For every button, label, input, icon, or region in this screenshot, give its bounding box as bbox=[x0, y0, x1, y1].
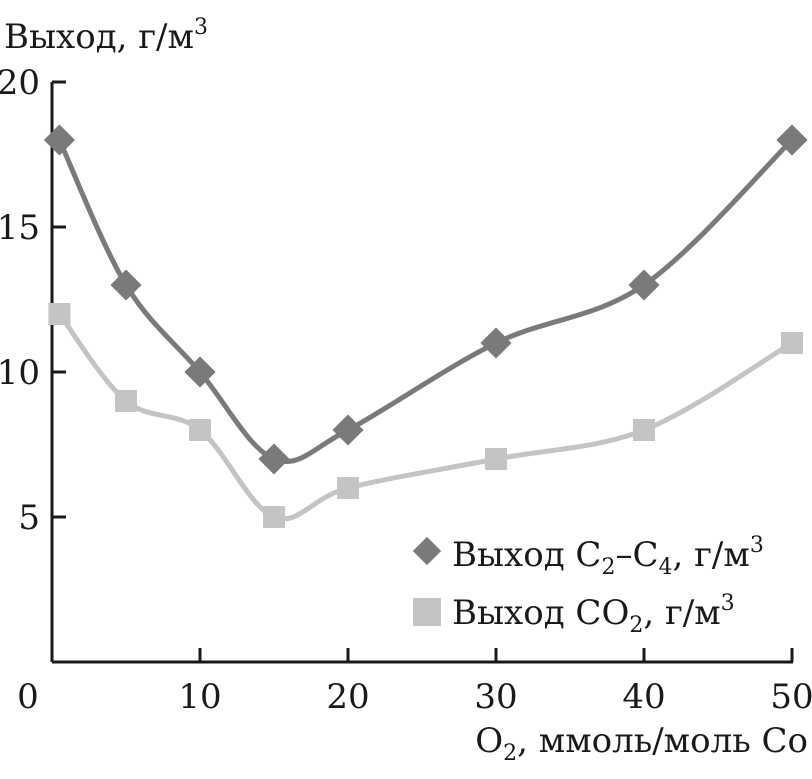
x-tick-label: 40 bbox=[622, 677, 665, 717]
x-axis-title: O2, ммоль/моль Co bbox=[475, 721, 808, 766]
axes: 5 10 15 20 0 10 20 30 40 50 bbox=[0, 63, 812, 717]
data-point-square bbox=[337, 477, 359, 499]
data-point-diamond bbox=[258, 443, 290, 475]
data-point-square bbox=[48, 303, 71, 325]
data-point-square bbox=[189, 419, 211, 441]
legend: Выход C2–C4, г/м3 Выход CO2, г/м3 bbox=[412, 533, 764, 638]
y-tick-label: 20 bbox=[0, 63, 40, 103]
x-tick-label: 0 bbox=[17, 677, 39, 717]
y-axis-title: Выход, г/м3 bbox=[4, 15, 208, 57]
series-layer bbox=[43, 124, 808, 528]
x-tick-label: 30 bbox=[474, 677, 517, 717]
legend-label-c2c4: Выход C2–C4, г/м3 bbox=[452, 533, 764, 580]
x-tick-label: 50 bbox=[770, 677, 812, 717]
data-point-diamond bbox=[628, 269, 660, 301]
data-point-square bbox=[485, 448, 507, 470]
data-point-square bbox=[263, 506, 285, 528]
legend-marker-square bbox=[413, 598, 441, 626]
legend-marker-diamond bbox=[412, 536, 442, 566]
legend-label-co2: Выход CO2, г/м3 bbox=[452, 591, 735, 638]
y-tick-label: 10 bbox=[0, 353, 40, 393]
data-point-diamond bbox=[110, 269, 142, 301]
data-point-diamond bbox=[480, 327, 512, 359]
x-tick-label: 10 bbox=[178, 677, 221, 717]
y-tick-label: 5 bbox=[18, 498, 40, 538]
data-point-diamond bbox=[332, 414, 364, 446]
data-point-diamond bbox=[184, 356, 216, 388]
legend-item-c2c4: Выход C2–C4, г/м3 bbox=[412, 533, 764, 580]
x-tick-label: 20 bbox=[326, 677, 369, 717]
data-point-square bbox=[115, 390, 137, 412]
legend-item-co2: Выход CO2, г/м3 bbox=[413, 591, 735, 638]
data-point-square bbox=[781, 332, 803, 354]
series-line-1 bbox=[57, 312, 794, 522]
data-point-square bbox=[633, 419, 655, 441]
y-tick-label: 15 bbox=[0, 208, 40, 248]
data-point-diamond bbox=[43, 124, 75, 156]
